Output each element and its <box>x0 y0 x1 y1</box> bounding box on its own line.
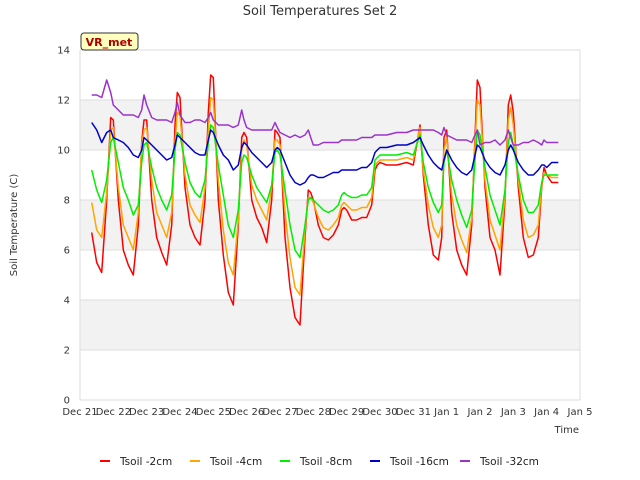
x-tick-label: Jan 3 <box>500 407 526 418</box>
series-lines <box>90 74 559 326</box>
legend-entry: Tsoil -16cm <box>370 456 449 468</box>
legend-label: Tsoil -8cm <box>299 456 352 468</box>
x-tick-label: Jan 2 <box>467 407 493 418</box>
x-tick-label: Dec 25 <box>196 407 231 418</box>
series-line <box>91 122 559 186</box>
legend-label: Tsoil -16cm <box>389 456 449 468</box>
x-tick-label: Jan 5 <box>567 407 593 418</box>
plot-band <box>80 300 580 350</box>
x-tick-label: Dec 30 <box>362 407 397 418</box>
series-line <box>90 74 559 326</box>
x-tick-label: Dec 26 <box>229 407 264 418</box>
x-axis-label: Time <box>554 425 579 436</box>
x-tick-label: Jan 4 <box>533 407 559 418</box>
x-tick-label: Dec 23 <box>129 407 164 418</box>
x-tick-label: Dec 27 <box>262 407 297 418</box>
x-tick-label: Dec 31 <box>396 407 431 418</box>
x-tick-label: Dec 29 <box>329 407 364 418</box>
y-axis-label: Soil Temperature (C) <box>9 174 20 277</box>
y-tick-label: 10 <box>57 146 70 157</box>
legend-entry: Tsoil -4cm <box>190 456 262 468</box>
series-line <box>90 96 559 296</box>
y-tick-label: 14 <box>57 46 70 57</box>
grid-lines <box>79 49 581 401</box>
badge-background <box>80 32 139 51</box>
x-tick-label: Dec 28 <box>296 407 331 418</box>
legend: Tsoil -2cm Tsoil -4cm Tsoil -8cm Tsoil -16c… <box>100 456 539 468</box>
badge-label: VR_met <box>86 36 133 49</box>
plot-area <box>80 50 580 400</box>
y-tick-label: 12 <box>57 96 70 107</box>
legend-entry: Tsoil -2cm <box>100 456 172 468</box>
legend-label: Tsoil -32cm <box>479 456 539 468</box>
x-tick-label: Dec 24 <box>162 407 197 418</box>
series-line <box>90 124 559 259</box>
y-tick-label: 8 <box>64 196 70 207</box>
y-tick-label: 2 <box>64 346 70 357</box>
legend-label: Tsoil -2cm <box>119 456 172 468</box>
y-tick-label: 0 <box>64 396 70 407</box>
y-tick-label: 4 <box>64 296 70 307</box>
x-tick-label: Dec 22 <box>96 407 131 418</box>
x-tick-label: Dec 21 <box>62 407 97 418</box>
series-line <box>91 79 559 146</box>
y-axis-ticks: 0 2 4 6 8 10 12 14 <box>57 46 70 407</box>
legend-entry: Tsoil -32cm <box>460 456 539 468</box>
vr-met-badge: VR_met <box>80 32 139 51</box>
chart-title: Soil Temperatures Set 2 <box>243 4 398 19</box>
legend-entry: Tsoil -8cm <box>280 456 352 468</box>
legend-label: Tsoil -4cm <box>209 456 262 468</box>
x-tick-label: Jan 1 <box>433 407 459 418</box>
y-tick-label: 6 <box>64 246 70 257</box>
